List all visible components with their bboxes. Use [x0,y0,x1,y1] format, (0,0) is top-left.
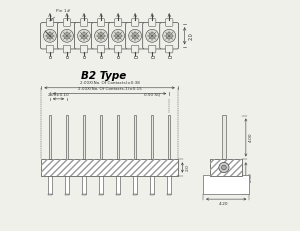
Bar [83,116,85,159]
Circle shape [78,29,91,42]
Bar [99,175,103,194]
Bar [210,159,242,176]
Text: Pin 1#: Pin 1# [50,9,70,21]
Bar [133,194,137,195]
Bar [99,194,103,195]
Text: 2.0: 2.0 [185,164,189,171]
Bar [100,56,102,58]
Bar [134,116,136,159]
Bar [49,116,51,159]
Bar [203,175,249,194]
Bar [116,175,120,194]
Bar [41,159,178,176]
Text: 2.50: 2.50 [249,172,253,182]
FancyBboxPatch shape [63,45,71,53]
Bar [167,194,171,195]
FancyBboxPatch shape [46,19,54,26]
Circle shape [132,33,138,39]
Bar [210,159,242,176]
FancyBboxPatch shape [114,19,122,26]
FancyBboxPatch shape [160,23,179,49]
Circle shape [219,162,229,173]
Bar [117,56,119,58]
Circle shape [129,29,142,42]
Circle shape [163,29,176,42]
Bar [65,194,69,195]
Circle shape [44,29,56,42]
Bar [168,116,170,159]
FancyBboxPatch shape [126,23,145,49]
Text: 4.20: 4.20 [219,202,229,206]
Circle shape [149,33,155,39]
Circle shape [94,29,107,42]
FancyBboxPatch shape [148,19,156,26]
Bar [116,194,120,195]
FancyBboxPatch shape [114,45,122,53]
Text: 2.00±0.10: 2.00±0.10 [48,93,69,97]
FancyBboxPatch shape [40,23,59,49]
FancyBboxPatch shape [63,19,71,26]
Bar [82,194,86,195]
Circle shape [146,29,159,42]
Bar [167,175,171,194]
Text: 2.0: 2.0 [189,32,194,40]
Text: 4.00: 4.00 [249,133,253,142]
Bar [117,116,119,159]
Circle shape [64,33,70,39]
Bar [66,56,68,58]
Circle shape [47,33,53,39]
Circle shape [81,33,87,39]
FancyBboxPatch shape [148,45,156,53]
FancyBboxPatch shape [109,23,128,49]
Circle shape [222,165,226,170]
Bar [82,56,85,58]
Text: 2.00X(No. Of Contacts)±0.38: 2.00X(No. Of Contacts)±0.38 [80,82,140,85]
FancyBboxPatch shape [75,23,94,49]
Bar [222,116,226,159]
FancyBboxPatch shape [166,45,173,53]
Bar [48,175,52,194]
Bar [134,56,136,58]
Bar [48,194,52,195]
Bar [41,159,178,176]
FancyBboxPatch shape [98,45,105,53]
Circle shape [112,29,124,42]
Bar [152,116,153,159]
Bar [65,175,69,194]
FancyBboxPatch shape [46,45,54,53]
Bar [49,56,51,58]
FancyBboxPatch shape [92,23,110,49]
Text: B2 Type: B2 Type [81,71,126,81]
Text: 2.00X(No. Of Contacts-1)±0.15: 2.00X(No. Of Contacts-1)±0.15 [78,87,142,91]
FancyBboxPatch shape [80,45,88,53]
Bar [82,175,86,194]
Bar [151,56,154,58]
FancyBboxPatch shape [131,45,139,53]
Bar [168,56,171,58]
Circle shape [166,33,172,39]
Bar [66,116,68,159]
Circle shape [61,29,74,42]
Bar [100,116,102,159]
Text: 0.50 SQ: 0.50 SQ [144,93,160,97]
FancyBboxPatch shape [98,19,105,26]
Bar [150,175,154,194]
Bar [150,194,154,195]
FancyBboxPatch shape [131,19,139,26]
Bar [133,175,137,194]
FancyBboxPatch shape [80,19,88,26]
Circle shape [115,33,121,39]
FancyBboxPatch shape [143,23,162,49]
FancyBboxPatch shape [58,23,76,49]
FancyBboxPatch shape [166,19,173,26]
Circle shape [98,33,104,39]
